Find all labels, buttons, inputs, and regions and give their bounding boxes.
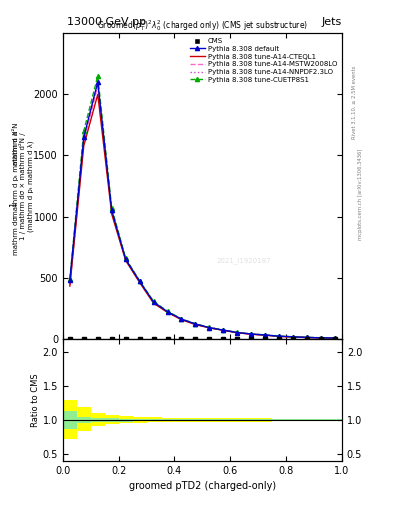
Text: 13000 GeV pp: 13000 GeV pp <box>67 16 146 27</box>
Text: Rivet 3.1.10, ≥ 2.5M events: Rivet 3.1.10, ≥ 2.5M events <box>352 66 357 139</box>
Text: 1: 1 <box>9 202 18 207</box>
Text: Jets: Jets <box>321 16 342 27</box>
Text: mathrm dσ: mathrm dσ <box>13 216 19 255</box>
Text: 1 / mathrm dσ × mathrm d²N /
(mathrm d pₜ mathrm d λ): 1 / mathrm dσ × mathrm d²N / (mathrm d p… <box>19 132 34 240</box>
Text: 2021_I1920187: 2021_I1920187 <box>217 258 271 264</box>
X-axis label: groomed pTD2 (charged-only): groomed pTD2 (charged-only) <box>129 481 276 491</box>
Text: mathrm d²N: mathrm d²N <box>13 122 19 165</box>
Legend: CMS, Pythia 8.308 default, Pythia 8.308 tune-A14-CTEQL1, Pythia 8.308 tune-A14-M: CMS, Pythia 8.308 default, Pythia 8.308 … <box>188 37 338 84</box>
Y-axis label: Ratio to CMS: Ratio to CMS <box>31 373 40 426</box>
Text: mcplots.cern.ch [arXiv:1306.3436]: mcplots.cern.ch [arXiv:1306.3436] <box>358 149 364 240</box>
Title: Groomed$(p_T^D)^2\lambda_0^2$ (charged only) (CMS jet substructure): Groomed$(p_T^D)^2\lambda_0^2$ (charged o… <box>97 18 308 33</box>
Text: mathrm d pₜ mathrm d λ: mathrm d pₜ mathrm d λ <box>13 131 19 217</box>
